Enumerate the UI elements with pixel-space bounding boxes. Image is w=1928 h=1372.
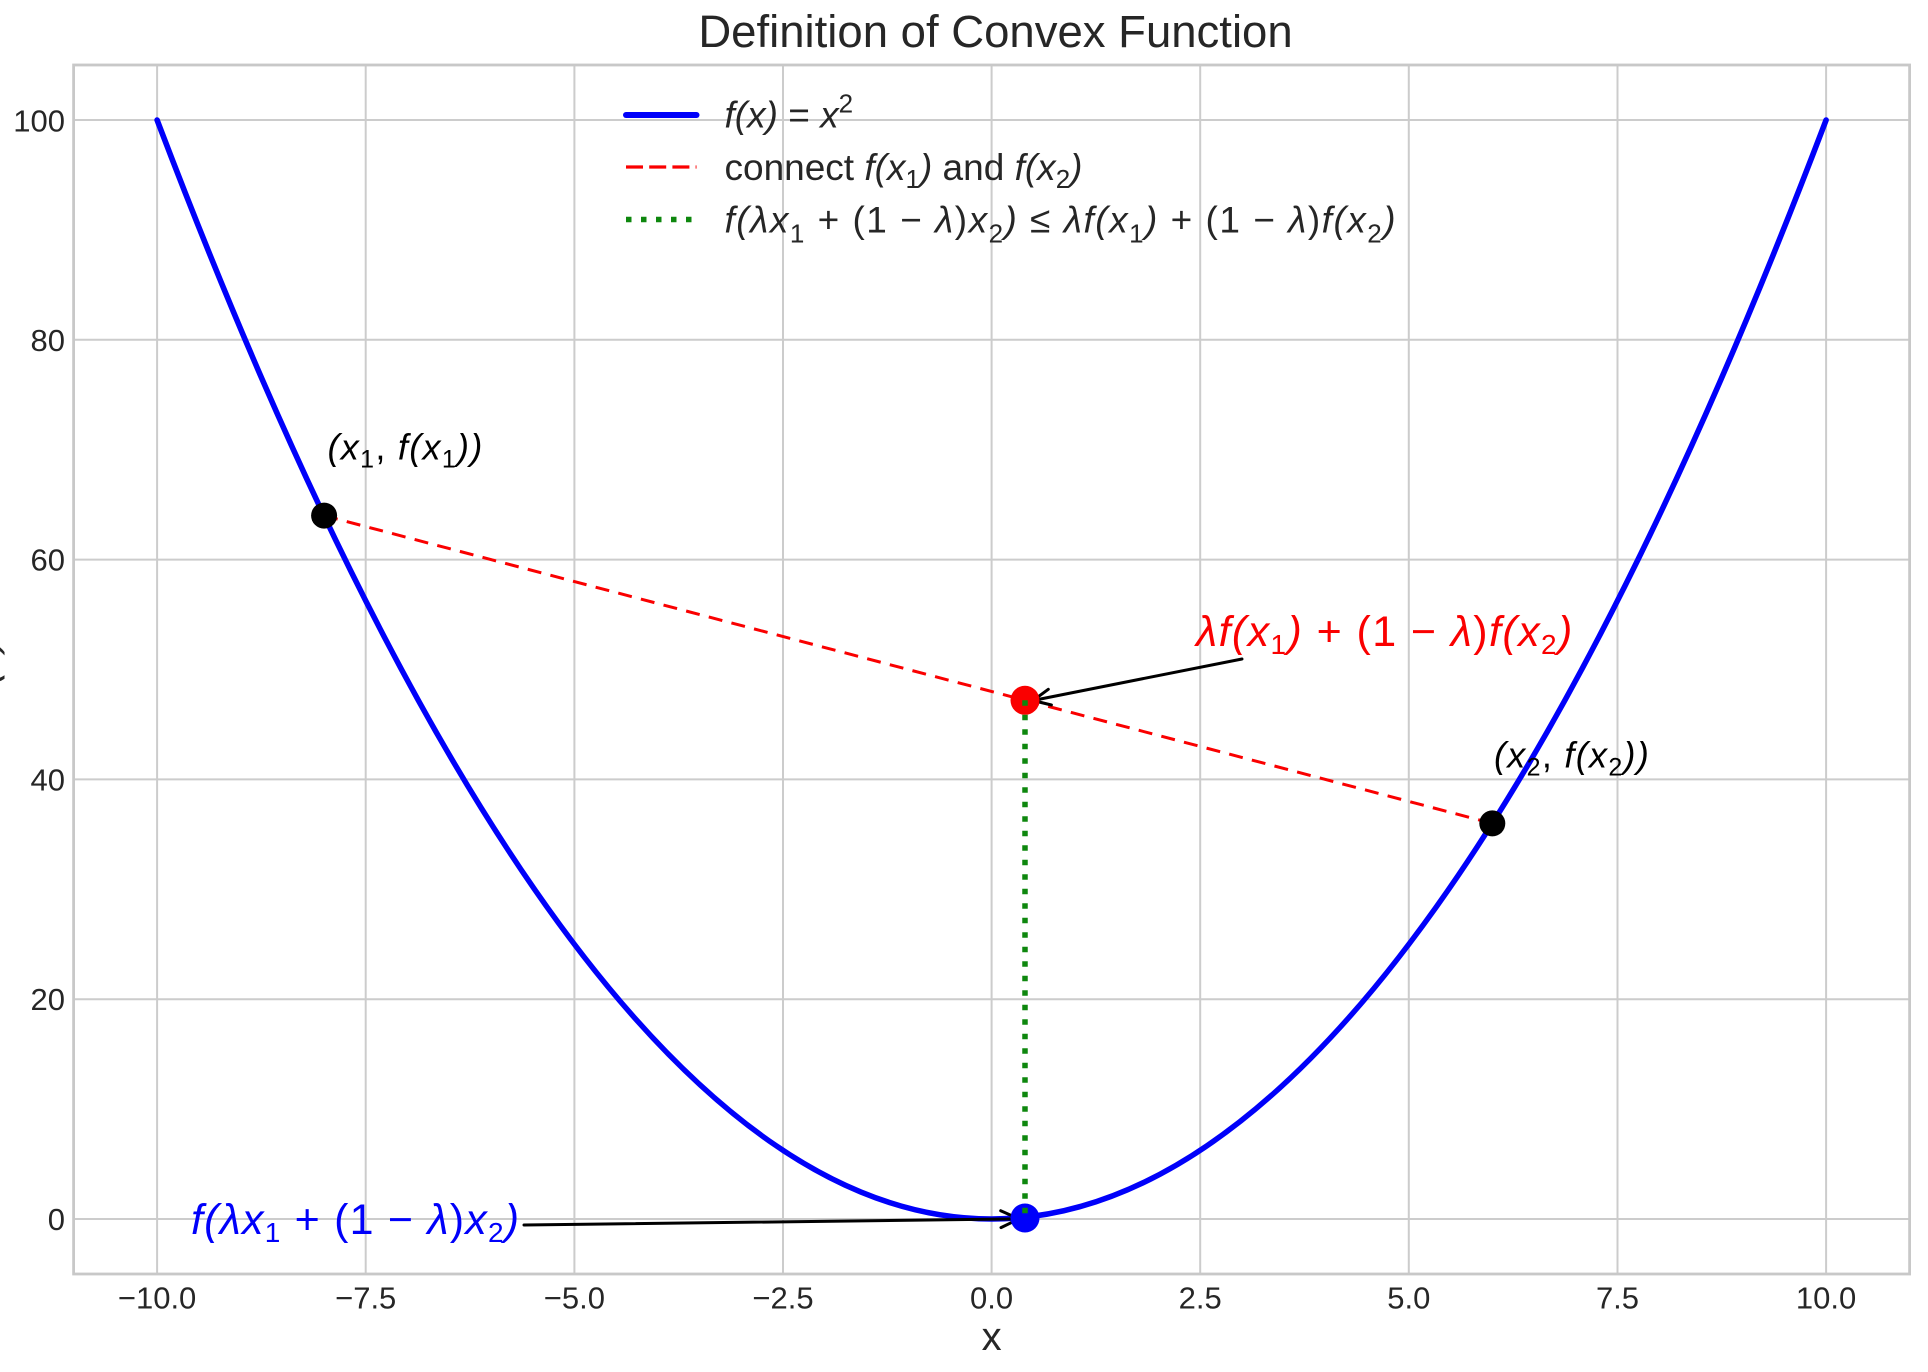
svg-text:0.0: 0.0 bbox=[970, 1281, 1013, 1316]
svg-text:80: 80 bbox=[31, 323, 65, 358]
svg-text:20: 20 bbox=[31, 982, 65, 1017]
svg-text:Definition of Convex Function: Definition of Convex Function bbox=[698, 6, 1292, 57]
svg-text:−5.0: −5.0 bbox=[544, 1281, 605, 1316]
svg-text:−7.5: −7.5 bbox=[335, 1281, 396, 1316]
svg-text:100: 100 bbox=[13, 104, 65, 139]
svg-text:5.0: 5.0 bbox=[1387, 1281, 1430, 1316]
svg-text:60: 60 bbox=[31, 543, 65, 578]
svg-text:f(λx1 + (1 − λ)x2) ≤ λf(x1) +: f(λx1 + (1 − λ)x2) ≤ λf(x1) + (1 − λ)f(x… bbox=[725, 199, 1398, 248]
svg-text:(x1, f(x1)): (x1, f(x1)) bbox=[328, 427, 484, 474]
svg-text:connect f(x1) and f(x2): connect f(x1) and f(x2) bbox=[725, 147, 1083, 194]
svg-text:x: x bbox=[982, 1315, 1002, 1359]
svg-text:f(x): f(x) bbox=[0, 638, 5, 696]
svg-text:f(x) = x2: f(x) = x2 bbox=[725, 89, 854, 136]
svg-text:λf(x1) + (1 − λ)f(x2): λf(x1) + (1 − λ)f(x2) bbox=[1194, 608, 1574, 660]
svg-text:40: 40 bbox=[31, 762, 65, 797]
svg-text:f(λx1 + (1 − λ)x2): f(λx1 + (1 − λ)x2) bbox=[191, 1196, 520, 1248]
svg-text:(x2, f(x2)): (x2, f(x2)) bbox=[1494, 735, 1650, 782]
svg-text:2.5: 2.5 bbox=[1179, 1281, 1222, 1316]
svg-text:−2.5: −2.5 bbox=[752, 1281, 813, 1316]
svg-text:7.5: 7.5 bbox=[1596, 1281, 1639, 1316]
svg-text:10.0: 10.0 bbox=[1796, 1281, 1856, 1316]
svg-text:−10.0: −10.0 bbox=[118, 1281, 196, 1316]
svg-text:0: 0 bbox=[48, 1202, 65, 1237]
